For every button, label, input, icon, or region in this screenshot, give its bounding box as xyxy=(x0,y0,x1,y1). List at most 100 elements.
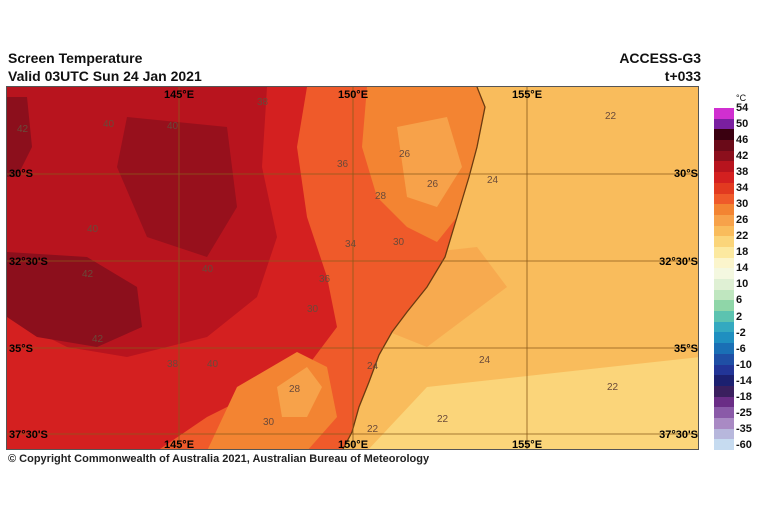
model-name: ACCESS-G3 xyxy=(619,50,701,66)
contour-label: 28 xyxy=(375,191,387,202)
legend-swatch xyxy=(714,150,734,162)
contour-label: 26 xyxy=(427,179,439,190)
contour-labels: 40 40 40 42 42 40 38 36 26 26 28 34 30 3… xyxy=(17,97,619,435)
contour-label: 36 xyxy=(337,159,349,170)
contour-label: 34 xyxy=(345,239,357,250)
legend-swatch xyxy=(714,108,734,119)
legend-label: 54 xyxy=(736,102,749,114)
lon-label-145-top: 145°E xyxy=(164,89,194,101)
chart-title: Screen Temperature xyxy=(8,50,143,66)
contour-label: 38 xyxy=(167,359,179,370)
legend-swatch xyxy=(714,246,734,258)
legend-label: -18 xyxy=(736,390,752,403)
lat-label-30-right: 30°S xyxy=(674,168,698,180)
contour-label: 30 xyxy=(263,417,275,428)
legend-label: -60 xyxy=(736,438,752,451)
contour-label: 22 xyxy=(607,382,619,393)
legend-label: 18 xyxy=(736,246,749,259)
legend-label: 46 xyxy=(736,134,749,147)
legend-label: 38 xyxy=(736,166,749,179)
lon-label-155-top: 155°E xyxy=(512,89,542,101)
lon-label-155-bottom: 155°E xyxy=(512,439,542,450)
contour-label: 30 xyxy=(393,237,405,248)
lon-label-150-top: 150°E xyxy=(338,89,368,101)
contour-label: 22 xyxy=(437,414,449,425)
lat-label-30-left: 30°S xyxy=(9,168,33,180)
legend-label: 2 xyxy=(736,310,743,323)
legend-swatch xyxy=(714,439,734,451)
lat-label-32-right: 32°30'S xyxy=(659,256,698,268)
legend-label: 34 xyxy=(736,182,749,195)
contour-label: 30 xyxy=(307,304,319,315)
lead-time: t+033 xyxy=(664,68,701,84)
contour-label: 40 xyxy=(87,224,99,235)
contour-label: 38 xyxy=(257,97,269,108)
contour-label: 42 xyxy=(17,124,29,135)
legend-swatch xyxy=(714,214,734,226)
lon-label-150-bottom: 150°E xyxy=(338,439,368,450)
contour-label: 22 xyxy=(367,424,379,435)
contour-label: 42 xyxy=(82,269,94,280)
contour-label: 22 xyxy=(605,111,617,122)
lat-label-37-right: 37°30'S xyxy=(659,429,698,441)
contour-label: 40 xyxy=(103,119,115,130)
legend-swatch xyxy=(714,385,734,397)
legend-label: 50 xyxy=(736,118,749,131)
legend-swatch xyxy=(714,204,734,216)
lat-label-35-left: 35°S xyxy=(9,343,33,355)
contour-label: 26 xyxy=(399,149,411,160)
contour-label: 40 xyxy=(202,264,214,275)
legend-swatch xyxy=(714,321,734,333)
legend-label: 42 xyxy=(736,150,749,163)
contour-label: 36 xyxy=(319,274,331,285)
contour-label: 40 xyxy=(167,121,179,132)
coastline xyxy=(342,87,486,449)
legend-swatch xyxy=(714,268,734,280)
lat-label-35-right: 35°S xyxy=(674,343,698,355)
contour-label: 42 xyxy=(92,334,104,345)
lat-label-37-left: 37°30'S xyxy=(9,429,48,441)
cool-ocean-region xyxy=(368,357,698,449)
valid-time: Valid 03UTC Sun 24 Jan 2021 xyxy=(8,68,202,84)
legend-swatch xyxy=(714,364,734,376)
legend-swatch xyxy=(714,396,734,408)
legend-label: -35 xyxy=(736,422,752,435)
copyright-notice: © Copyright Commonwealth of Australia 20… xyxy=(8,453,430,465)
legend-label: 6 xyxy=(736,294,743,307)
legend-swatch xyxy=(714,353,734,365)
legend-swatch xyxy=(714,236,734,248)
legend-swatch xyxy=(714,428,734,440)
contour-label: 40 xyxy=(207,359,219,370)
contour-label: 24 xyxy=(367,361,379,372)
legend-swatch xyxy=(714,343,734,355)
legend-unit: °C xyxy=(736,93,747,103)
legend-swatch xyxy=(714,279,734,290)
legend-swatch xyxy=(714,375,734,387)
contour-label: 28 xyxy=(289,384,301,395)
legend-swatch xyxy=(714,300,734,312)
legend-swatch xyxy=(714,161,734,173)
contour-label: 24 xyxy=(487,175,499,186)
legend-swatch xyxy=(714,289,734,301)
legend-swatch xyxy=(714,407,734,419)
graticule xyxy=(7,87,698,449)
legend-label: 30 xyxy=(736,198,749,211)
legend-label: 26 xyxy=(736,214,749,227)
alpine-cool-region xyxy=(277,367,322,417)
temperature-map[interactable]: 145°E 150°E 155°E 145°E 150°E 155°E 30°S… xyxy=(6,86,699,450)
legend-label: -6 xyxy=(736,342,746,355)
legend-swatch xyxy=(714,172,734,184)
legend-swatch xyxy=(714,129,734,141)
legend-swatch xyxy=(714,332,734,344)
legend-label: 14 xyxy=(736,262,749,275)
legend-swatch xyxy=(714,417,734,429)
tablelands-cool-region xyxy=(397,117,462,207)
legend-swatch xyxy=(714,257,734,269)
legend-swatch xyxy=(714,182,734,194)
map-canvas: 145°E 150°E 155°E 145°E 150°E 155°E 30°S… xyxy=(7,87,698,450)
lon-label-145-bottom: 145°E xyxy=(164,439,194,450)
legend-label: -25 xyxy=(736,406,752,419)
legend-label: -10 xyxy=(736,358,752,371)
legend-swatch xyxy=(714,140,734,152)
extreme-hot-region-north xyxy=(7,97,32,177)
